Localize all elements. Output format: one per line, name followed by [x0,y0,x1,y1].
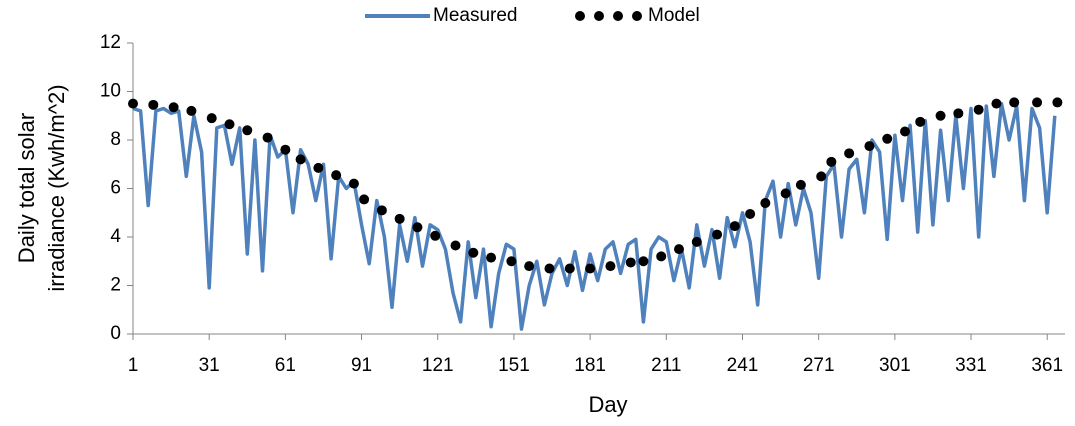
data-point [168,102,179,113]
data-point [935,110,946,121]
y-tick-label: 12 [100,32,121,53]
legend-swatch [613,11,623,21]
data-point [826,156,837,167]
data-point [524,261,535,272]
data-point [1052,97,1063,108]
x-tick-label: 121 [422,355,454,376]
data-point [295,154,306,165]
data-point [430,230,441,241]
x-tick-label: 271 [803,355,835,376]
data-point [795,179,806,190]
legend-swatch [594,11,604,21]
data-point [486,252,497,263]
data-point [673,244,684,255]
y-tick-label: 8 [110,129,121,150]
data-point [691,236,702,247]
y-tick-label: 10 [100,81,121,102]
data-point [991,98,1002,109]
x-tick-label: 91 [351,355,372,376]
data-point [544,263,555,274]
data-point [262,132,273,143]
x-tick-label: 301 [879,355,911,376]
data-point [625,257,636,268]
data-point [864,141,875,152]
data-point [186,105,197,116]
x-tick-label: 31 [199,355,220,376]
data-point [915,116,926,127]
x-tick-label: 181 [574,355,606,376]
data-point [376,205,387,216]
y-tick-label: 2 [110,275,121,296]
data-point [605,261,616,272]
data-point [359,194,370,205]
data-point [412,222,423,233]
data-point [712,229,723,240]
data-point [450,240,461,251]
x-tick-label: 61 [275,355,296,376]
x-tick-label: 151 [498,355,530,376]
x-tick-label: 331 [955,355,987,376]
data-point [816,171,827,182]
data-point [564,263,575,274]
data-point [280,144,291,155]
data-point [394,213,405,224]
legend-swatch [632,11,642,21]
data-point [656,251,667,262]
data-point [506,256,517,267]
y-axis-title: irradiance (Kwh/m^2) [44,84,69,291]
data-point [760,198,771,209]
data-point [953,108,964,119]
data-point [128,98,138,109]
y-tick-label: 6 [110,178,121,199]
x-tick-label: 211 [651,355,681,376]
data-point [745,208,756,219]
data-point [1032,97,1043,108]
data-point [1009,97,1020,108]
data-point [780,188,791,199]
data-point [206,113,217,124]
y-tick-label: 4 [110,226,121,247]
y-axis-title: Daily total solar [14,113,39,263]
data-point [331,170,342,181]
data-point [148,99,159,110]
data-point [242,125,253,136]
data-point [729,221,740,232]
legend-swatch [575,11,585,21]
x-tick-label: 1 [128,355,139,376]
x-tick-label: 241 [727,355,759,376]
data-point [313,162,324,173]
data-point [900,126,911,137]
data-point [638,256,649,267]
data-point [973,104,984,115]
data-point [348,178,359,189]
data-point [844,148,855,159]
x-tick-label: 361 [1031,355,1063,376]
legend-label: Measured [433,5,518,26]
data-point [585,263,596,274]
y-tick-label: 0 [110,323,121,344]
data-point [224,119,235,130]
data-point [468,247,479,258]
data-point [882,133,893,144]
x-axis-title: Day [588,392,627,417]
legend-label: Model [648,5,700,26]
